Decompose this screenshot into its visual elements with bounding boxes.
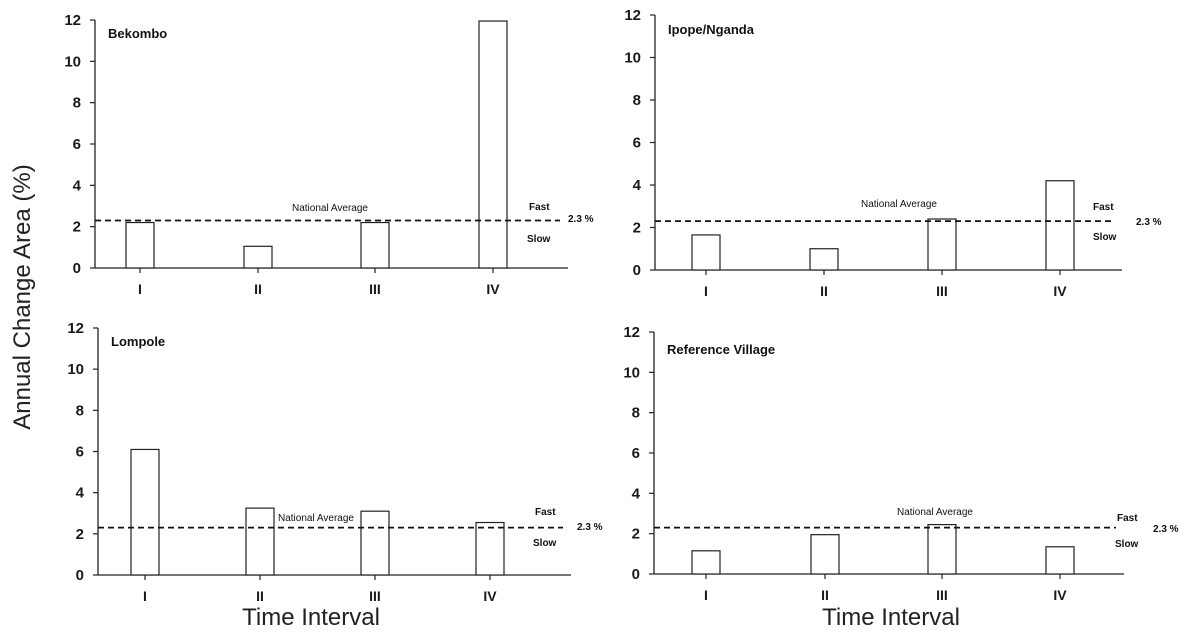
y-tick-label: 8	[633, 92, 641, 109]
x-tick-label: II	[821, 587, 829, 603]
y-tick-label: 6	[632, 445, 640, 462]
y-tick-label: 8	[76, 402, 84, 419]
panel-title: Reference Village	[667, 342, 775, 357]
fast-label: Fast	[1093, 202, 1114, 213]
y-tick-label: 4	[632, 485, 641, 502]
bar-II	[809, 248, 839, 271]
y-tick-label: 10	[64, 53, 81, 70]
bar-III	[360, 510, 390, 576]
national-average-label: National Average	[861, 199, 937, 210]
y-tick-label: 0	[73, 260, 81, 277]
bar-III	[927, 218, 957, 271]
x-tick-label: III	[936, 587, 948, 603]
y-tick-label: 0	[633, 262, 641, 279]
x-tick-label: IV	[1053, 587, 1067, 603]
y-tick-label: 2	[76, 526, 84, 543]
x-axis-title-right: Time Interval	[822, 604, 960, 631]
bar-IV	[478, 20, 508, 269]
y-tick-label: 10	[624, 50, 641, 67]
y-tick-label: 8	[632, 405, 640, 422]
bar-I	[691, 234, 721, 271]
reference-value-label: 2.3 %	[1136, 217, 1162, 228]
fast-label: Fast	[535, 507, 556, 518]
national-average-label: National Average	[897, 507, 973, 518]
bar-I	[130, 448, 160, 576]
x-tick-label: III	[936, 283, 948, 299]
y-tick-label: 12	[64, 12, 81, 29]
x-tick-label: IV	[486, 281, 500, 297]
fast-label: Fast	[529, 202, 550, 213]
panel-title: Lompole	[111, 334, 165, 349]
national-average-label: National Average	[292, 203, 368, 214]
y-tick-label: 8	[73, 95, 81, 112]
panel-title: Ipope/Nganda	[668, 22, 755, 37]
y-tick-label: 12	[624, 7, 641, 24]
bar-IV	[1045, 546, 1075, 575]
bar-I	[125, 221, 155, 269]
y-tick-label: 12	[67, 320, 84, 337]
reference-value-label: 2.3 %	[577, 522, 603, 533]
bar-IV	[475, 521, 505, 576]
slow-label: Slow	[533, 538, 557, 549]
x-tick-label: IV	[1053, 283, 1067, 299]
y-tick-label: 2	[633, 220, 641, 237]
y-tick-label: 6	[633, 135, 641, 152]
bar-II	[810, 534, 840, 575]
slow-label: Slow	[1115, 539, 1139, 550]
x-tick-label: III	[369, 281, 381, 297]
panel-title: Bekombo	[108, 26, 167, 41]
national-average-label: National Average	[278, 513, 354, 524]
reference-value-label: 2.3 %	[1153, 524, 1179, 535]
y-tick-label: 10	[67, 361, 84, 378]
y-tick-label: 6	[73, 136, 81, 153]
bar-I	[691, 550, 721, 575]
bar-IV	[1045, 180, 1075, 271]
y-tick-label: 10	[623, 364, 640, 381]
y-tick-label: 2	[632, 526, 640, 543]
x-tick-label: I	[143, 588, 147, 604]
reference-value-label: 2.3 %	[568, 214, 594, 225]
y-axis-title: Annual Change Area (%)	[9, 164, 36, 430]
y-tick-label: 6	[76, 444, 84, 461]
bar-III	[927, 523, 957, 575]
x-tick-label: II	[820, 283, 828, 299]
x-axis-title-left: Time Interval	[242, 604, 380, 631]
x-tick-label: I	[704, 587, 708, 603]
y-tick-label: 4	[76, 485, 85, 502]
x-tick-label: I	[138, 281, 142, 297]
bar-II	[243, 245, 273, 269]
fast-label: Fast	[1117, 513, 1138, 524]
x-tick-label: IV	[483, 588, 497, 604]
x-tick-label: II	[256, 588, 264, 604]
x-tick-label: I	[704, 283, 708, 299]
y-tick-label: 2	[73, 219, 81, 236]
y-tick-label: 12	[623, 324, 640, 341]
bar-II	[245, 507, 275, 576]
y-tick-label: 4	[633, 177, 642, 194]
y-tick-label: 0	[76, 567, 84, 584]
y-tick-label: 4	[73, 177, 82, 194]
y-tick-label: 0	[632, 566, 640, 583]
bar-III	[360, 221, 390, 269]
x-tick-label: II	[254, 281, 262, 297]
x-tick-label: III	[369, 588, 381, 604]
slow-label: Slow	[1093, 232, 1117, 243]
slow-label: Slow	[527, 234, 551, 245]
